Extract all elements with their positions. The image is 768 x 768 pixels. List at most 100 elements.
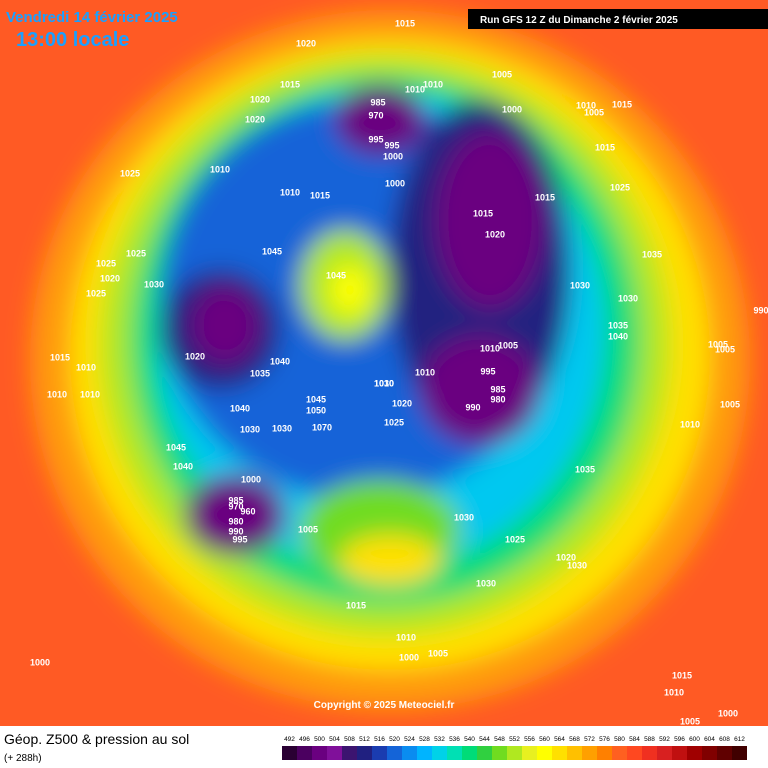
scale-label: 560 xyxy=(539,736,550,743)
isobar-label: 1020 xyxy=(485,229,505,239)
isobar-label: 1030 xyxy=(374,378,394,388)
isobar-label: 1020 xyxy=(245,114,265,124)
scale-label: 572 xyxy=(584,736,595,743)
isobar-label: 1020 xyxy=(296,38,316,48)
copyright: Copyright © 2025 Meteociel.fr xyxy=(314,700,455,711)
isobar-label: 1000 xyxy=(241,474,261,484)
isobar-label: 1005 xyxy=(498,340,518,350)
isobar-label: 1010 xyxy=(280,187,300,197)
isobar-label: 1035 xyxy=(250,368,270,378)
scale-swatch xyxy=(642,746,657,760)
isobar-label: 1030 xyxy=(567,560,587,570)
isobar-label: 1010 xyxy=(47,389,67,399)
isobar-label: 1010 xyxy=(576,100,596,110)
scale-swatch xyxy=(462,746,477,760)
isobar-label: 1015 xyxy=(346,600,366,610)
scale-label: 520 xyxy=(389,736,400,743)
isobar-label: 990 xyxy=(465,402,480,412)
isobar-label: 970 xyxy=(368,110,383,120)
scale-label: 588 xyxy=(644,736,655,743)
isobar-label: 980 xyxy=(490,394,505,404)
isobar-label: 1020 xyxy=(250,94,270,104)
scale-label: 612 xyxy=(734,736,745,743)
scale-swatch xyxy=(297,746,312,760)
isobar-label: 1010 xyxy=(76,362,96,372)
scale-swatch xyxy=(552,746,567,760)
scale-swatch xyxy=(582,746,597,760)
scale-label: 508 xyxy=(344,736,355,743)
isobar-label: 1025 xyxy=(384,417,404,427)
scale-swatch xyxy=(732,746,747,760)
isobar-label: 1000 xyxy=(399,652,419,662)
isobar-label: 1005 xyxy=(715,344,735,354)
scale-label: 512 xyxy=(359,736,370,743)
isobar-label: 1010 xyxy=(396,632,416,642)
isobar-label: 985 xyxy=(228,495,243,505)
scale-swatch xyxy=(687,746,702,760)
legend-title: Géop. Z500 & pression au sol xyxy=(4,731,189,747)
scale-label: 564 xyxy=(554,736,565,743)
isobar-label: 1035 xyxy=(642,249,662,259)
scale-swatch xyxy=(537,746,552,760)
isobar-label: 1010 xyxy=(405,84,425,94)
isobar-label: 1050 xyxy=(306,405,326,415)
isobar-label: 1015 xyxy=(473,208,493,218)
scale-label: 536 xyxy=(449,736,460,743)
isobar-label: 1005 xyxy=(492,69,512,79)
isobar-label: 1005 xyxy=(584,107,604,117)
scale-swatch xyxy=(567,746,582,760)
isobar-label: 1045 xyxy=(306,394,326,404)
isobar-label: 1000 xyxy=(383,151,403,161)
isobar-label: 1045 xyxy=(166,442,186,452)
scale-swatch xyxy=(672,746,687,760)
isobar-label: 1015 xyxy=(535,192,555,202)
isobar-label: 1040 xyxy=(270,356,290,366)
isobar-label: 1030 xyxy=(240,424,260,434)
isobar-label: 1025 xyxy=(96,258,116,268)
scale-label: 568 xyxy=(569,736,580,743)
isobar-label: 1015 xyxy=(595,142,615,152)
scale-label: 592 xyxy=(659,736,670,743)
isobar-label: 1025 xyxy=(126,248,146,258)
isobar-label: 1030 xyxy=(476,578,496,588)
isobar-label: 1030 xyxy=(570,280,590,290)
scale-swatch xyxy=(597,746,612,760)
isobar-label: 1020 xyxy=(100,273,120,283)
isobar-label: 985 xyxy=(370,97,385,107)
isobar-label: 990 xyxy=(228,526,243,536)
isobar-label: 1015 xyxy=(395,18,415,28)
scale-swatch xyxy=(342,746,357,760)
isobar-label: 1025 xyxy=(120,168,140,178)
isobar-label: 1025 xyxy=(610,182,630,192)
isobar-label: 1010 xyxy=(80,389,100,399)
isobar-label: 1000 xyxy=(30,657,50,667)
scale-label: 504 xyxy=(329,736,340,743)
isobar-label: 1015 xyxy=(50,352,70,362)
scale-swatch xyxy=(477,746,492,760)
isobar-label: 1070 xyxy=(312,422,332,432)
scale-swatch xyxy=(492,746,507,760)
scale-swatch xyxy=(432,746,447,760)
isobar-label: 1040 xyxy=(173,461,193,471)
scale-label: 548 xyxy=(494,736,505,743)
isobar-label: 1010 xyxy=(680,419,700,429)
scale-swatch xyxy=(282,746,297,760)
isobar-label: 1000 xyxy=(718,708,738,718)
scale-label: 544 xyxy=(479,736,490,743)
isobar-label: 1040 xyxy=(230,403,250,413)
scale-label: 524 xyxy=(404,736,415,743)
scale-label: 516 xyxy=(374,736,385,743)
scale-label: 608 xyxy=(719,736,730,743)
time: 13:00 locale xyxy=(16,29,129,51)
scale-label: 528 xyxy=(419,736,430,743)
isobar-label: 1010 xyxy=(480,343,500,353)
scale-swatch xyxy=(387,746,402,760)
isobar-label: 995 xyxy=(384,140,399,150)
isobar-label: 1015 xyxy=(612,99,632,109)
isobar-label: 1010 xyxy=(210,164,230,174)
scale-swatch xyxy=(627,746,642,760)
scale-swatch xyxy=(327,746,342,760)
scale-swatch xyxy=(702,746,717,760)
isobar-label: 1045 xyxy=(326,270,346,280)
